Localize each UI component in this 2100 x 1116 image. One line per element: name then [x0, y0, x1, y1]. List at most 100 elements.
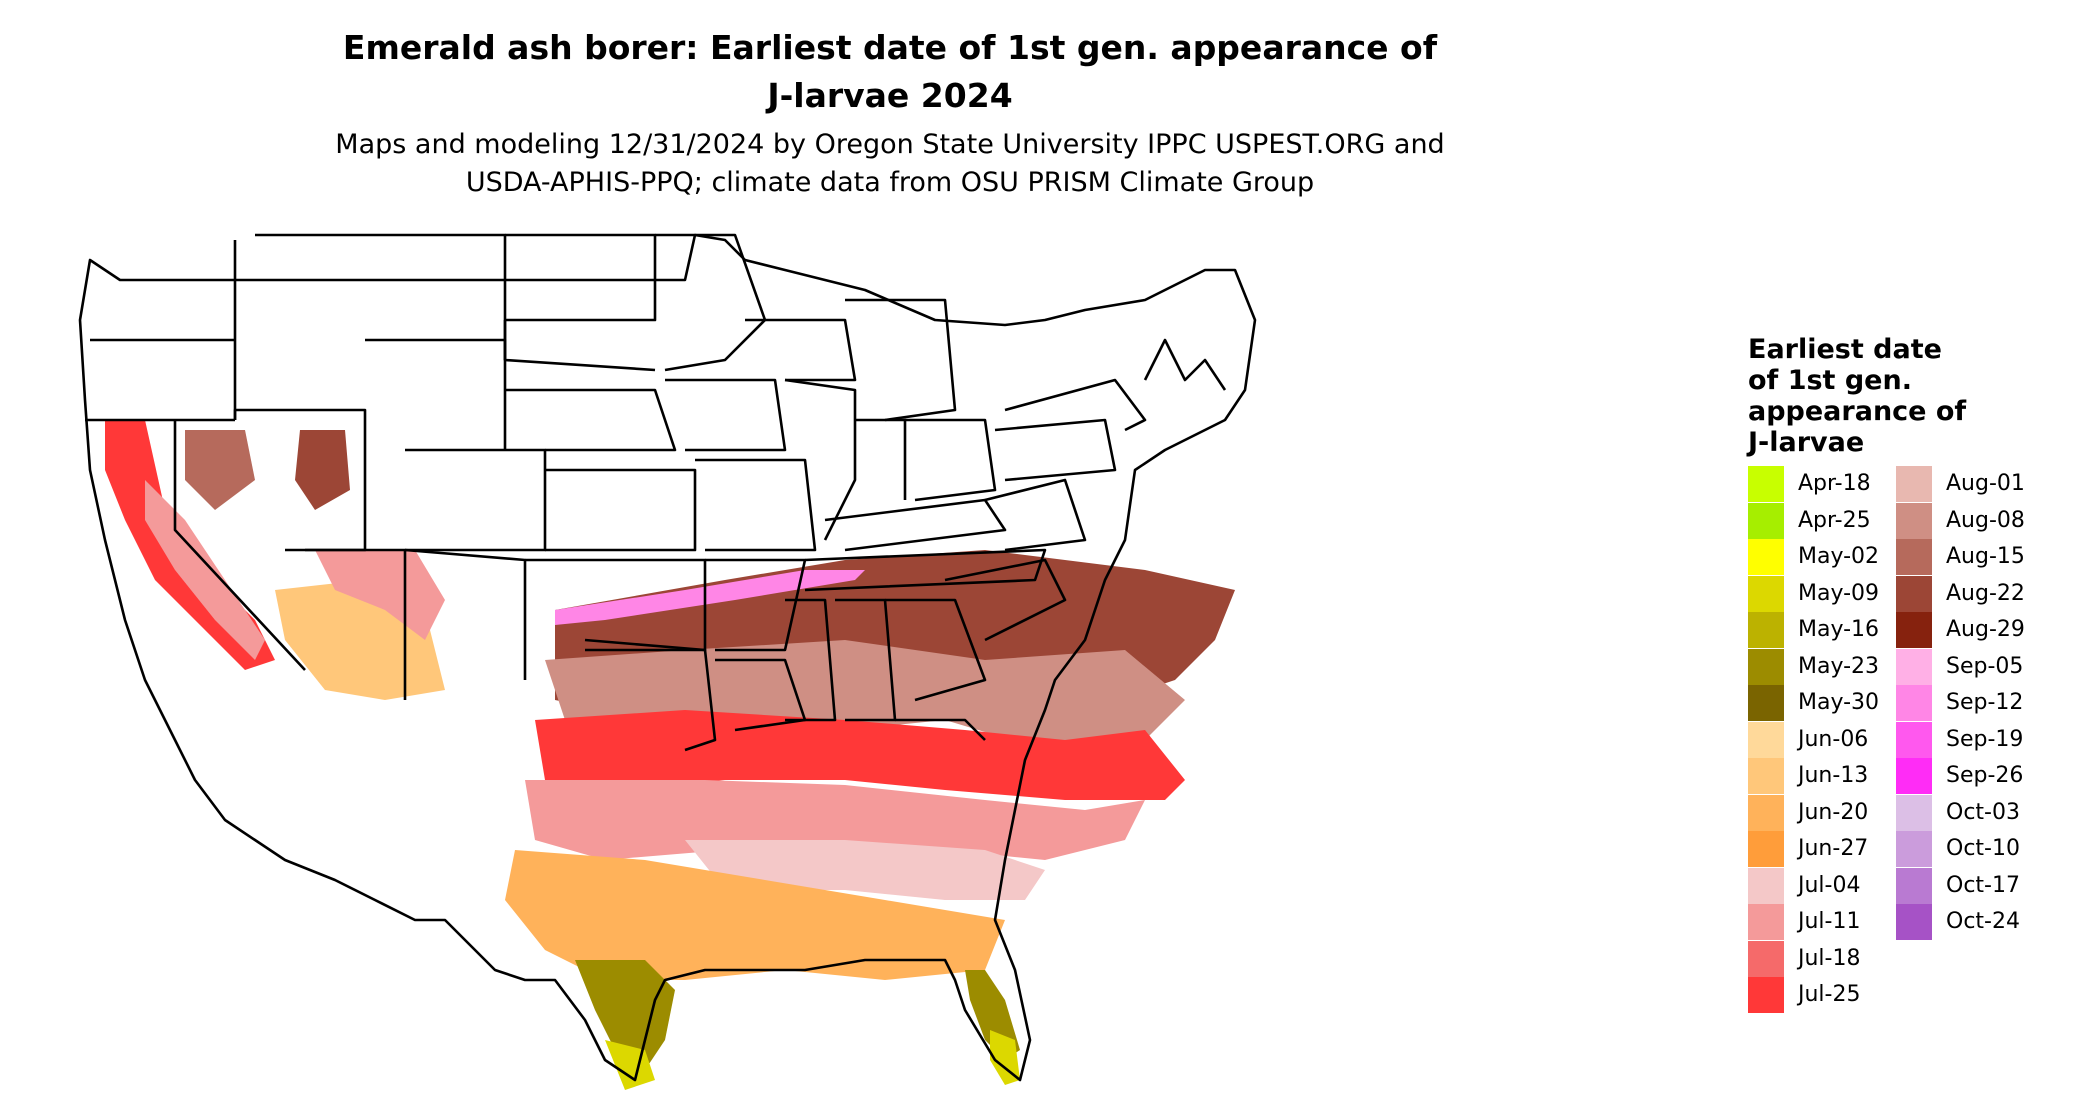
legend-item: Jul-25	[1748, 977, 1908, 1013]
border-pennsylvania	[994, 418, 1117, 482]
legend-label: Aug-08	[1946, 507, 2025, 533]
legend-label: Oct-17	[1946, 872, 2020, 898]
legend-label: Aug-29	[1946, 617, 2025, 642]
legend-swatch	[1748, 575, 1784, 612]
border-newengland	[1143, 338, 1227, 391]
legend-item: Sep-19	[1896, 721, 2056, 758]
legend-item: Sep-05	[1896, 648, 2056, 685]
legend-label: Oct-03	[1946, 799, 2020, 825]
border-texas	[585, 648, 717, 752]
legend-item: Sep-12	[1896, 685, 2056, 721]
legend-swatch	[1896, 575, 1932, 612]
legend-swatch	[1896, 867, 1932, 904]
border-minnesota	[655, 233, 767, 372]
legend-swatch	[1896, 721, 1932, 758]
legend-swatch	[1748, 466, 1784, 502]
legend-swatch	[1748, 758, 1784, 794]
zone-jun-orange	[505, 850, 1005, 980]
legend-swatch	[1896, 466, 1932, 502]
legend-item: Jun-06	[1748, 721, 1908, 758]
legend-label: Sep-12	[1946, 690, 2024, 715]
legend-swatch	[1896, 794, 1932, 831]
legend-label: May-02	[1798, 544, 1880, 569]
legend-item: Jul-18	[1748, 940, 1908, 977]
legend-title-line: J-larvae	[1748, 427, 1865, 458]
border-kansas	[545, 468, 697, 552]
zone-may-florida-tip	[990, 1030, 1020, 1085]
zone-great-basin	[185, 430, 255, 510]
legend-swatch	[1748, 685, 1784, 721]
legend-swatch	[1748, 977, 1784, 1013]
state-borders	[78, 233, 1257, 1082]
border-illinois	[784, 378, 857, 541]
legend-item: Oct-17	[1896, 867, 2056, 904]
legend-swatch	[1748, 502, 1784, 539]
title-line-1: Emerald ash borer: Earliest date of 1st …	[342, 28, 1438, 67]
legend-item: May-23	[1748, 648, 1908, 685]
legend-swatch	[1896, 685, 1932, 721]
border-colorado	[405, 448, 547, 552]
legend-item: Oct-24	[1896, 904, 2056, 940]
border-ohio	[905, 418, 997, 502]
legend-item: Jun-27	[1748, 831, 1908, 867]
legend-swatch	[1748, 940, 1784, 977]
legend-swatch	[1896, 831, 1932, 867]
legend-swatch	[1896, 502, 1932, 539]
legend-item: May-09	[1748, 575, 1908, 612]
legend-item: Aug-29	[1896, 612, 2056, 648]
legend-label: May-30	[1798, 690, 1880, 715]
border-wisconsin	[745, 318, 857, 382]
legend-item: Jul-04	[1748, 867, 1908, 904]
legend-swatch	[1896, 539, 1932, 575]
legend-item: Apr-18	[1748, 466, 1908, 502]
subtitle-line-2: USDA-APHIS-PPQ; climate data from OSU PR…	[465, 167, 1315, 198]
us-map	[78, 233, 1257, 1090]
border-dakotas	[503, 233, 657, 372]
border-nevada	[173, 420, 306, 671]
legend-label: Sep-05	[1946, 653, 2024, 679]
border-louisiana	[715, 658, 807, 732]
legend-swatch	[1896, 612, 1932, 648]
border-arkansas	[705, 558, 807, 652]
title-line-2: J-larvae 2024	[767, 76, 1013, 115]
legend-item: Aug-15	[1896, 539, 2056, 575]
zone-sep-fringe	[555, 570, 865, 625]
legend-item: Jun-20	[1748, 794, 1908, 831]
border-alabama	[835, 598, 897, 722]
legend-item: Aug-22	[1896, 575, 2056, 612]
border-oklahoma	[525, 558, 707, 652]
border-kentucky	[824, 498, 1007, 552]
border-wyoming	[365, 338, 507, 450]
legend-swatch	[1748, 867, 1784, 904]
legend-swatch	[1748, 904, 1784, 940]
legend-item: Sep-26	[1896, 758, 2056, 794]
country-outline	[78, 233, 1257, 1082]
legend-label: May-09	[1798, 580, 1880, 606]
legend-item: Oct-03	[1896, 794, 2056, 831]
border-virginia	[984, 478, 1087, 552]
legend-label: Aug-22	[1946, 580, 2025, 606]
legend-label: Apr-25	[1798, 507, 1871, 533]
legend-label: Jul-18	[1798, 945, 1861, 971]
legend-label: Jun-06	[1798, 726, 1869, 752]
legend-label: Jun-27	[1798, 836, 1869, 861]
legend-label: Jun-13	[1798, 763, 1869, 788]
legend-swatch	[1748, 539, 1784, 575]
border-indiana	[855, 418, 907, 500]
legend-swatch	[1896, 758, 1932, 794]
legend-label: Oct-10	[1946, 836, 2020, 861]
legend-swatch	[1748, 831, 1784, 867]
legend-item: Jun-13	[1748, 758, 1908, 794]
zone-may-texas	[575, 960, 675, 1070]
legend-label: May-23	[1798, 653, 1880, 679]
legend-item: May-02	[1748, 539, 1908, 575]
legend-label: Jul-11	[1798, 909, 1861, 934]
legend-label: Jul-25	[1798, 982, 1861, 1007]
legend-label: May-16	[1798, 617, 1880, 642]
legend-title: Earliest date of 1st gen. appearance of …	[1748, 334, 2048, 458]
legend-label: Oct-24	[1946, 909, 2020, 934]
legend-item: Aug-08	[1896, 502, 2056, 539]
legend-label: Apr-18	[1798, 471, 1871, 496]
legend-swatch	[1748, 794, 1784, 831]
legend-label: Sep-26	[1946, 763, 2024, 788]
